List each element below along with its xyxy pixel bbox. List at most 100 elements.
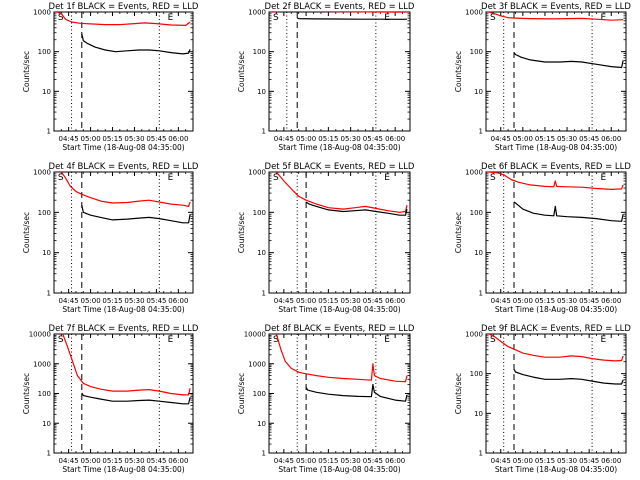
x-tick-label: 06:00 bbox=[168, 457, 188, 465]
start-marker-label: S bbox=[58, 335, 64, 345]
start-marker-label: S bbox=[58, 13, 64, 23]
end-marker-label: E bbox=[600, 173, 606, 183]
panel-title: Det 3f BLACK = Events, RED = LLD bbox=[481, 2, 631, 12]
end-marker-label: E bbox=[600, 335, 606, 345]
start-marker-label: S bbox=[273, 13, 279, 23]
y-tick-label: 1000 bbox=[33, 169, 51, 177]
y-tick-label: 10 bbox=[474, 88, 483, 96]
events-series-line bbox=[305, 383, 408, 402]
y-axis-label: Counts/sec bbox=[22, 373, 31, 414]
detector-panel-3: Det 3f BLACK = Events, RED = LLD 1 10 100 10… bbox=[454, 2, 631, 152]
x-tick-label: 05:00 bbox=[296, 297, 316, 305]
start-marker-label: S bbox=[490, 335, 496, 345]
x-axis-label: Start Time (18-Aug-08 04:35:00) bbox=[62, 305, 184, 314]
plot-frame bbox=[268, 333, 411, 454]
y-tick-label: 1 bbox=[479, 290, 483, 298]
events-series-line bbox=[297, 17, 408, 20]
panel-title: Det 1f BLACK = Events, RED = LLD bbox=[49, 2, 199, 12]
x-tick-label: 05:15 bbox=[102, 135, 122, 143]
start-marker-label: S bbox=[273, 335, 279, 345]
x-tick-label: 05:30 bbox=[124, 135, 144, 143]
x-tick-label: 05:15 bbox=[318, 297, 338, 305]
y-tick-label: 1000 bbox=[465, 169, 483, 177]
x-axis-label: Start Time (18-Aug-08 04:35:00) bbox=[278, 465, 400, 474]
y-tick-label: 1 bbox=[262, 290, 266, 298]
end-marker-label: E bbox=[384, 173, 390, 183]
lld-series-line bbox=[488, 334, 624, 362]
y-tick-label: 100 bbox=[470, 370, 483, 378]
end-marker-label: E bbox=[168, 173, 174, 183]
start-marker-label: S bbox=[273, 173, 279, 183]
end-marker-label: E bbox=[168, 13, 174, 23]
y-tick-label: 100 bbox=[253, 209, 266, 217]
detector-panel-8: Det 8f BLACK = Events, RED = LLD 1 10 100 10… bbox=[237, 324, 415, 474]
x-tick-label: 05:00 bbox=[296, 135, 316, 143]
x-tick-label: 05:30 bbox=[341, 457, 361, 465]
x-tick-label: 05:15 bbox=[535, 297, 555, 305]
y-tick-label: 1 bbox=[47, 450, 51, 458]
x-tick-label: 05:30 bbox=[124, 457, 144, 465]
y-tick-label: 100 bbox=[253, 390, 266, 398]
x-axis-label: Start Time (18-Aug-08 04:35:00) bbox=[278, 305, 400, 314]
events-series-line bbox=[513, 52, 624, 69]
plot-frame bbox=[53, 171, 194, 294]
start-marker-label: S bbox=[58, 173, 64, 183]
events-series-line bbox=[81, 205, 191, 224]
y-tick-label: 1 bbox=[479, 128, 483, 136]
x-tick-label: 06:00 bbox=[168, 135, 188, 143]
x-tick-label: 04:45 bbox=[491, 135, 511, 143]
y-axis-label: Counts/sec bbox=[454, 373, 463, 414]
x-tick-label: 05:45 bbox=[363, 297, 383, 305]
x-tick-label: 05:45 bbox=[146, 135, 166, 143]
x-tick-label: 06:00 bbox=[385, 297, 405, 305]
y-axis-label: Counts/sec bbox=[454, 212, 463, 253]
plot-frame bbox=[485, 171, 627, 294]
end-marker-label: E bbox=[384, 335, 390, 345]
y-tick-label: 10000 bbox=[244, 331, 266, 339]
y-tick-label: 100 bbox=[38, 209, 51, 217]
y-axis-label: Counts/sec bbox=[454, 51, 463, 92]
x-axis-label: Start Time (18-Aug-08 04:35:00) bbox=[62, 143, 184, 152]
y-axis-label: Counts/sec bbox=[237, 51, 246, 92]
events-series-line bbox=[81, 33, 191, 55]
x-tick-label: 05:00 bbox=[80, 135, 100, 143]
panel-title: Det 5f BLACK = Events, RED = LLD bbox=[265, 162, 415, 172]
end-marker-label: E bbox=[600, 13, 606, 23]
x-tick-label: 06:00 bbox=[601, 135, 621, 143]
lld-series-line bbox=[62, 334, 191, 396]
y-tick-label: 10 bbox=[257, 420, 266, 428]
y-tick-label: 1 bbox=[47, 128, 51, 136]
x-axis-label: Start Time (18-Aug-08 04:35:00) bbox=[495, 305, 617, 314]
x-tick-label: 05:00 bbox=[80, 297, 100, 305]
x-axis-label: Start Time (18-Aug-08 04:35:00) bbox=[62, 465, 184, 474]
x-tick-label: 05:30 bbox=[341, 135, 361, 143]
x-tick-label: 05:15 bbox=[535, 135, 555, 143]
detector-panel-7: Det 7f BLACK = Events, RED = LLD 1 10 100 10… bbox=[22, 324, 199, 474]
panel-title: Det 7f BLACK = Events, RED = LLD bbox=[49, 324, 199, 334]
x-tick-label: 05:30 bbox=[341, 297, 361, 305]
y-tick-label: 10 bbox=[257, 88, 266, 96]
x-tick-label: 05:30 bbox=[557, 457, 577, 465]
panel-title: Det 4f BLACK = Events, RED = LLD bbox=[49, 162, 199, 172]
x-tick-label: 04:45 bbox=[491, 457, 511, 465]
y-axis-label: Counts/sec bbox=[22, 212, 31, 253]
x-tick-label: 06:00 bbox=[601, 297, 621, 305]
x-tick-label: 05:45 bbox=[579, 297, 599, 305]
x-tick-label: 05:15 bbox=[102, 457, 122, 465]
y-tick-label: 100 bbox=[470, 48, 483, 56]
x-tick-label: 05:15 bbox=[318, 135, 338, 143]
x-tick-label: 05:45 bbox=[363, 457, 383, 465]
y-tick-label: 1 bbox=[47, 290, 51, 298]
y-tick-label: 10 bbox=[42, 249, 51, 257]
x-tick-label: 04:45 bbox=[274, 457, 294, 465]
start-marker-label: S bbox=[490, 173, 496, 183]
y-tick-label: 100 bbox=[470, 209, 483, 217]
y-tick-label: 10 bbox=[257, 249, 266, 257]
detector-panel-1: Det 1f BLACK = Events, RED = LLD 1 10 100 10… bbox=[22, 2, 199, 152]
y-tick-label: 1 bbox=[479, 450, 483, 458]
detector-panel-4: Det 4f BLACK = Events, RED = LLD 1 10 100 10… bbox=[22, 162, 199, 314]
events-series-line bbox=[513, 201, 624, 222]
y-tick-label: 1 bbox=[262, 128, 266, 136]
y-tick-label: 100 bbox=[38, 390, 51, 398]
